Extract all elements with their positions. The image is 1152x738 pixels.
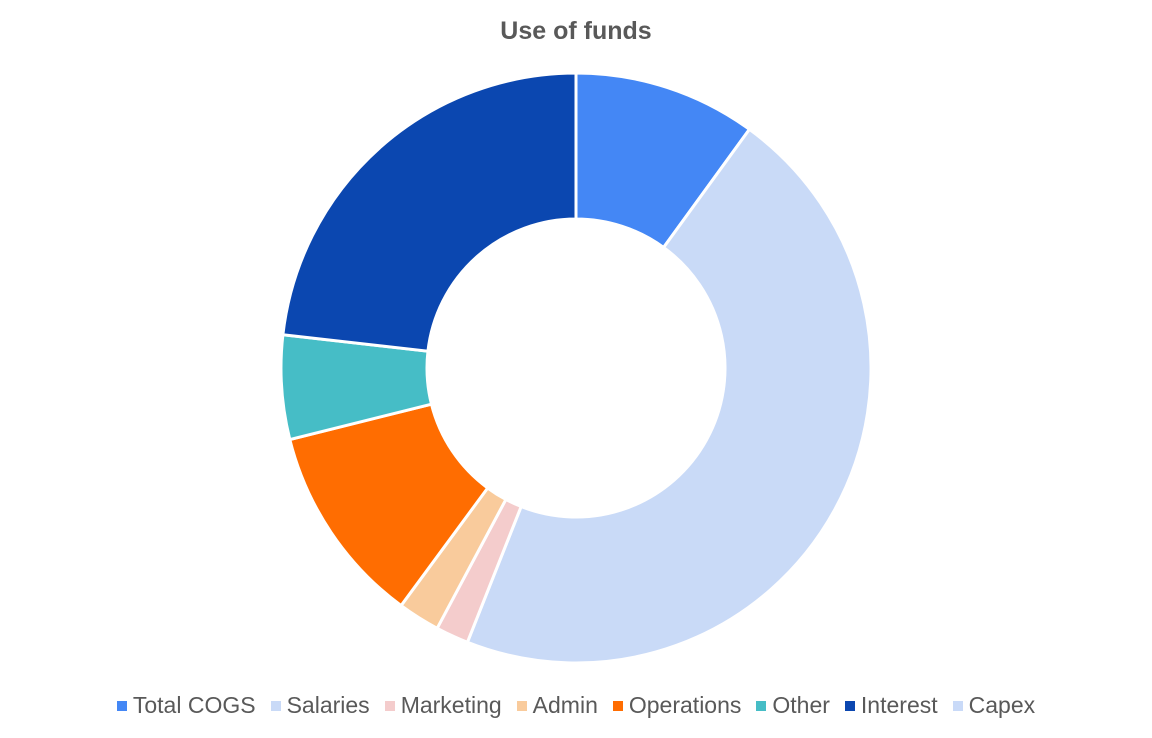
legend-label: Total COGS: [132, 692, 256, 718]
legend-label: Marketing: [400, 692, 502, 718]
legend: Total COGS Salaries Marketing Admin Operatio…: [0, 692, 1152, 719]
legend-item-marketing: Marketing: [384, 692, 502, 719]
slice-salaries: [465, 127, 873, 665]
legend-swatch: [952, 700, 963, 711]
legend-swatch: [270, 700, 281, 711]
legend-item-admin: Admin: [516, 692, 598, 719]
donut-slices: [279, 71, 873, 665]
legend-swatch: [116, 700, 127, 711]
legend-item-total-cogs: Total COGS: [116, 692, 256, 719]
legend-label: Admin: [532, 692, 598, 718]
legend-item-other: Other: [756, 692, 830, 719]
legend-label: Capex: [968, 692, 1036, 718]
legend-label: Other: [772, 692, 830, 718]
legend-swatch: [516, 700, 527, 711]
legend-item-capex: Capex: [952, 692, 1036, 719]
legend-label: Operations: [628, 692, 742, 718]
chart-title: Use of funds: [500, 17, 652, 45]
legend-swatch: [612, 700, 623, 711]
legend-label: Interest: [860, 692, 938, 718]
legend-item-interest: Interest: [844, 692, 938, 719]
slice-interest: [281, 71, 578, 353]
legend-item-operations: Operations: [612, 692, 742, 719]
legend-label: Salaries: [286, 692, 370, 718]
legend-item-salaries: Salaries: [270, 692, 370, 719]
donut-chart: [279, 71, 873, 665]
legend-swatch: [844, 700, 855, 711]
legend-swatch: [756, 700, 767, 711]
legend-swatch: [384, 700, 395, 711]
